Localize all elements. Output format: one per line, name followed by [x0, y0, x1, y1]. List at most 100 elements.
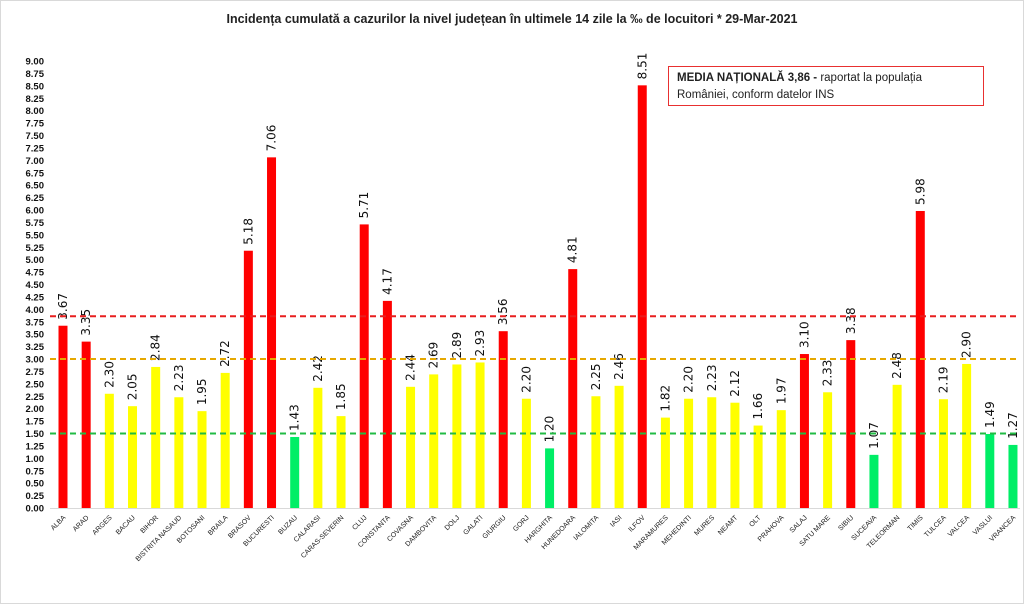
category-label: NEAMT	[717, 514, 740, 537]
data-label: 1.49	[983, 401, 997, 428]
bar	[81, 341, 91, 508]
bar	[267, 157, 277, 508]
category-label: ILFOV	[627, 514, 646, 533]
bar	[313, 387, 323, 508]
category-label: ALBA	[50, 514, 68, 532]
y-tick-label: 0.00	[26, 504, 45, 515]
data-label: 4.17	[380, 268, 394, 295]
category-label: TULCEA	[923, 514, 948, 539]
y-tick-label: 3.50	[26, 330, 45, 341]
category-label: BIHOR	[139, 514, 160, 535]
data-label: 5.98	[913, 178, 927, 205]
category-label: IASI	[609, 514, 623, 528]
bar	[243, 250, 253, 508]
data-label: 3.35	[79, 309, 93, 336]
data-label: 2.23	[705, 365, 719, 392]
category-label: BUZAU	[277, 514, 299, 536]
bar	[985, 433, 995, 508]
category-label: OLT	[748, 514, 763, 529]
category-label: IALOMITA	[573, 514, 601, 542]
y-tick-label: 5.75	[26, 218, 45, 229]
data-label: 1.66	[751, 393, 765, 420]
bar	[336, 416, 346, 508]
bar	[58, 325, 68, 508]
data-label: 7.06	[265, 125, 279, 152]
category-label: GORJ	[512, 514, 531, 533]
bar	[591, 396, 601, 508]
data-label: 2.23	[172, 365, 186, 392]
y-tick-label: 1.00	[26, 454, 45, 465]
y-tick-label: 8.00	[26, 106, 45, 117]
national-average-label: MEDIA NAȚIONALĂ 3,86 -	[677, 72, 818, 84]
category-label: SALAJ	[789, 514, 809, 534]
data-label: 2.93	[473, 330, 487, 357]
category-label: BACAU	[115, 514, 137, 536]
bar	[614, 385, 624, 508]
category-label: GIURGIU	[482, 514, 508, 540]
category-label: GALATI	[462, 514, 484, 536]
y-tick-label: 8.50	[26, 81, 45, 92]
y-tick-label: 9.00	[26, 57, 45, 68]
bar	[220, 372, 230, 508]
category-label: ARAD	[72, 514, 91, 533]
data-label: 2.42	[311, 355, 325, 382]
data-label: 2.90	[960, 331, 974, 358]
data-label: 2.46	[612, 353, 626, 380]
y-tick-label: 3.00	[26, 355, 45, 366]
category-label: VALCEA	[947, 514, 971, 538]
data-label: 2.19	[936, 367, 950, 394]
bar	[568, 269, 578, 508]
data-label: 2.12	[728, 370, 742, 397]
bar	[823, 392, 833, 508]
y-tick-label: 4.00	[26, 305, 45, 316]
bar	[498, 331, 508, 508]
y-tick-label: 5.25	[26, 243, 45, 254]
bar	[197, 411, 207, 508]
category-label: TIMIS	[907, 514, 925, 532]
bar	[637, 85, 647, 508]
data-label: 2.25	[589, 364, 603, 391]
y-tick-label: 0.25	[26, 491, 45, 502]
data-label: 2.84	[149, 334, 163, 361]
data-label: 2.48	[890, 352, 904, 379]
data-label: 2.30	[102, 361, 116, 388]
bar	[151, 366, 161, 508]
data-label: 2.89	[450, 332, 464, 359]
bar	[406, 386, 416, 508]
data-label: 1.85	[334, 383, 348, 410]
y-tick-label: 3.75	[26, 317, 45, 328]
data-label: 3.38	[844, 307, 858, 334]
bar	[660, 417, 670, 508]
y-tick-label: 2.25	[26, 392, 45, 403]
category-label: BRAILA	[207, 514, 230, 537]
y-tick-label: 4.50	[26, 280, 45, 291]
data-label: 2.72	[218, 340, 232, 367]
bar	[452, 364, 462, 508]
data-label: 1.97	[774, 377, 788, 404]
y-tick-label: 8.75	[26, 69, 45, 80]
bar	[521, 398, 531, 508]
y-tick-label: 6.50	[26, 181, 45, 192]
data-label: 5.71	[357, 192, 371, 219]
data-label: 5.18	[241, 218, 255, 245]
data-label: 3.56	[496, 298, 510, 325]
y-tick-label: 5.00	[26, 255, 45, 266]
bar	[104, 393, 114, 508]
bar	[938, 399, 948, 508]
data-label: 2.05	[126, 373, 140, 400]
y-tick-label: 6.75	[26, 168, 45, 179]
bar	[962, 363, 972, 508]
data-label: 2.44	[404, 354, 418, 381]
data-label: 2.33	[821, 360, 835, 387]
category-label: CLUJ	[351, 514, 368, 531]
data-label: 1.07	[867, 422, 881, 449]
bar	[545, 448, 555, 508]
y-tick-label: 0.50	[26, 479, 45, 490]
data-label: 8.51	[635, 53, 649, 80]
y-tick-label: 4.25	[26, 292, 45, 303]
bar	[753, 425, 763, 508]
data-label: 1.43	[288, 404, 302, 431]
y-tick-label: 8.25	[26, 94, 45, 105]
national-average-text: raportat la populația României, conform …	[677, 72, 922, 101]
